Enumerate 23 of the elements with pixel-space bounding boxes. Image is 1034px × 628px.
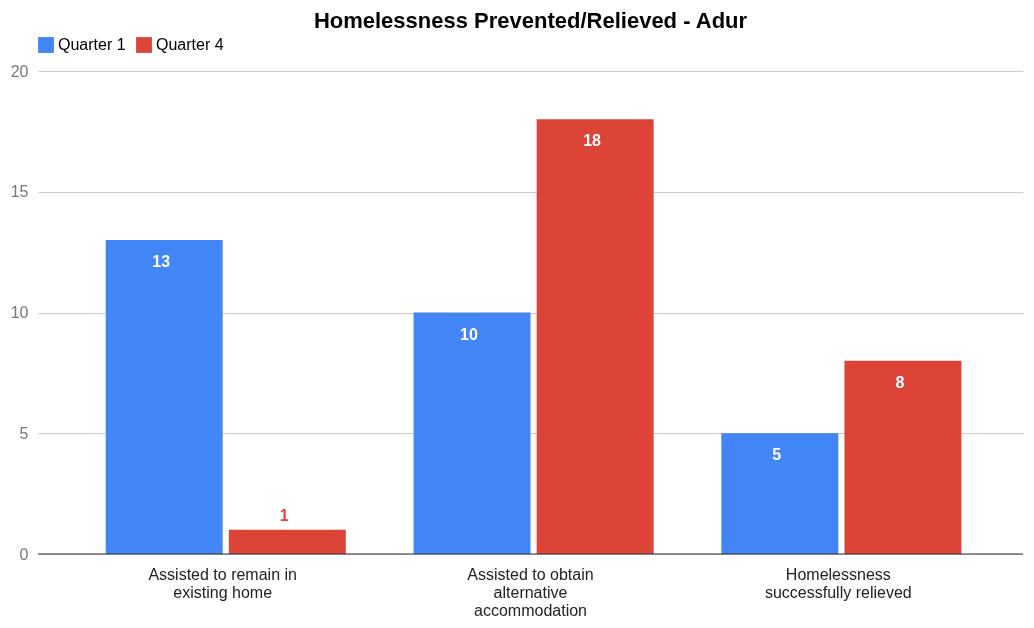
legend-label: Quarter 1	[58, 36, 126, 53]
y-tick-label: 15	[10, 183, 29, 201]
data-label: 10	[460, 325, 478, 343]
bar	[721, 433, 839, 554]
data-label: 13	[152, 253, 171, 271]
x-tick-label: Homelessness successfully relieved	[764, 565, 912, 601]
legend-label: Quarter 4	[156, 36, 224, 53]
y-tick-label: 5	[19, 424, 29, 442]
data-label: 18	[583, 132, 602, 150]
x-tick-label: Assisted to obtain alternative accommodation	[467, 565, 594, 619]
bar	[413, 312, 531, 554]
chart-title: Homelessness Prevented/Relieved - Adur	[313, 8, 748, 33]
data-label: 5	[772, 446, 782, 464]
y-tick-label: 10	[10, 304, 29, 321]
bar	[105, 240, 223, 554]
x-tick-label: Assisted to remain in existing home	[148, 565, 297, 601]
bar	[228, 529, 346, 554]
data-label: 1	[279, 506, 289, 524]
data-label: 8	[895, 373, 905, 391]
y-tick-label: 20	[10, 62, 29, 80]
y-tick-label: 0	[19, 545, 29, 563]
bar	[844, 360, 962, 554]
bar	[536, 119, 654, 554]
